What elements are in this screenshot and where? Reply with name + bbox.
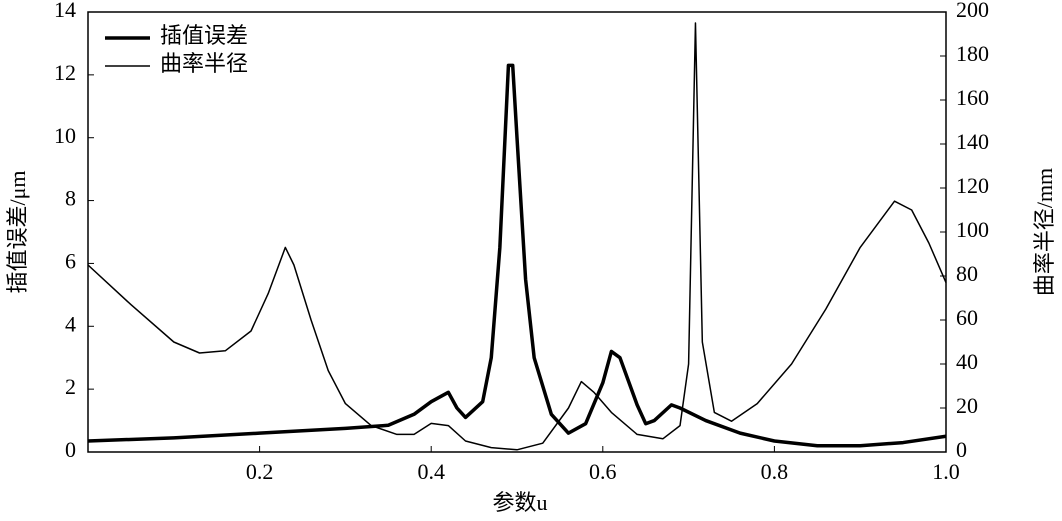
- data-line: [87, 22, 947, 451]
- legend-label: 插值误差: [160, 23, 248, 48]
- y2-tick-label: 180: [956, 41, 989, 66]
- y-tick-label: 10: [54, 123, 76, 148]
- y2-tick-label: 40: [956, 349, 978, 374]
- x-tick-label: 0.4: [417, 459, 445, 484]
- y-axis-label: 插值误差/μm: [5, 170, 30, 293]
- y-tick-label: 8: [65, 186, 76, 211]
- y2-tick-label: 120: [956, 173, 989, 198]
- y2-tick-label: 0: [956, 437, 967, 462]
- x-axis-label: 参数u: [492, 490, 547, 515]
- y-tick-label: 12: [54, 60, 76, 85]
- plot-frame: [87, 11, 947, 453]
- y2-axis-label: 曲率半径/mm: [1032, 168, 1057, 296]
- x-tick-label: 0.8: [761, 459, 789, 484]
- y2-tick-label: 80: [956, 261, 978, 286]
- y2-tick-label: 100: [956, 217, 989, 242]
- y-tick-label: 0: [65, 437, 76, 462]
- x-tick-label: 1.0: [932, 459, 960, 484]
- y-tick-label: 4: [65, 311, 76, 336]
- y2-tick-label: 20: [956, 393, 978, 418]
- y-tick-label: 2: [65, 374, 76, 399]
- x-tick-label: 0.6: [589, 459, 617, 484]
- y2-tick-label: 60: [956, 305, 978, 330]
- data-line: [87, 63, 947, 448]
- y-tick-label: 14: [54, 0, 76, 22]
- x-tick-label: 0.2: [246, 459, 274, 484]
- legend-label: 曲率半径: [160, 51, 248, 76]
- y2-tick-label: 200: [956, 0, 989, 22]
- y2-tick-label: 140: [956, 129, 989, 154]
- y2-tick-label: 160: [956, 85, 989, 110]
- y-tick-label: 6: [65, 248, 76, 273]
